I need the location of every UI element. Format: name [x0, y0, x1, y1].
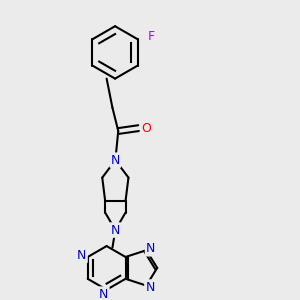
Text: N: N — [99, 288, 108, 300]
Text: O: O — [141, 122, 151, 135]
Text: N: N — [77, 249, 87, 262]
Text: N: N — [146, 242, 155, 255]
Text: N: N — [111, 154, 120, 167]
Text: N: N — [146, 280, 155, 293]
Text: F: F — [147, 30, 155, 43]
Text: N: N — [111, 224, 120, 236]
